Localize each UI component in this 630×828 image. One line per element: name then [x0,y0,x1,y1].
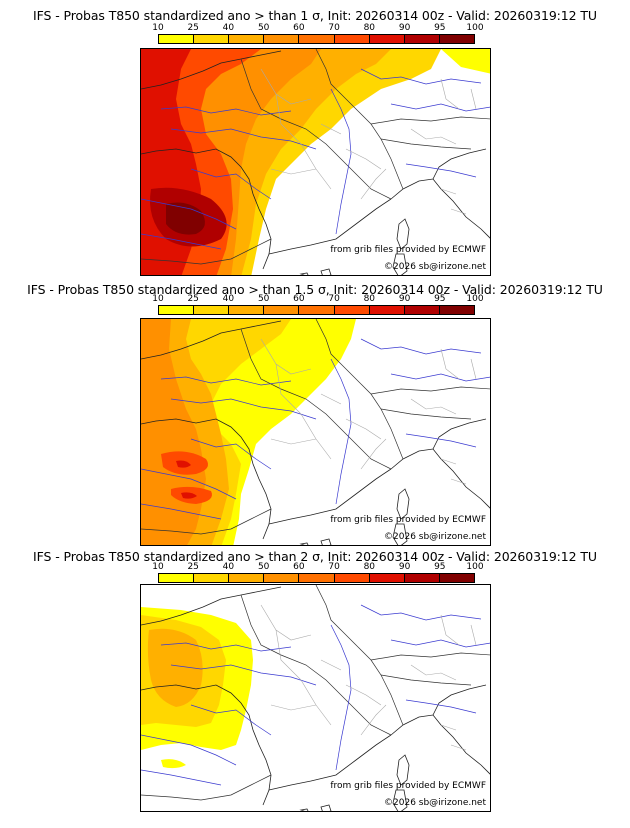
copyright: ©2026 sb@irizone.net [384,798,486,808]
colorbar-swatch [229,306,265,314]
colorbar-swatch [299,35,335,43]
colorbar-tick-labels: 10 25 40 50 60 70 80 90 95 100 [152,23,483,34]
colorbar-swatch [439,574,474,582]
colorbar-swatch [264,35,300,43]
colorbar-swatch [369,574,405,582]
copyright: ©2026 sb@irizone.net [384,262,486,272]
panel-title: IFS - Probas T850 standardized ano > tha… [33,549,597,564]
colorbar-tick: 90 [398,294,411,304]
colorbar-tick-labels: 10 25 40 50 60 70 80 90 95 100 [152,562,483,573]
map-panel-1sigma: IFS - Probas T850 standardized ano > tha… [0,0,630,276]
colorbar-tick: 80 [363,294,376,304]
colorbar-swatches [158,573,475,583]
colorbar-tick: 60 [293,23,305,33]
colorbar-swatch [404,35,440,43]
colorbar-tick: 70 [328,562,340,572]
colorbar-swatches [158,34,475,44]
colorbar-swatch [159,306,195,314]
probability-map: from grib files provided by ECMWF ©2026 … [140,318,491,546]
colorbar: 10 25 40 50 60 70 80 90 95 100 [152,294,484,318]
map-panel-1-5sigma: IFS - Probas T850 standardized ano > tha… [0,276,630,552]
colorbar-tick: 70 [328,294,340,304]
colorbar-swatch [264,574,300,582]
colorbar-tick: 25 [187,294,199,304]
colorbar-swatches [158,305,475,315]
colorbar-swatch [159,35,195,43]
colorbar-tick: 25 [187,562,199,572]
colorbar-swatch [334,574,370,582]
colorbar-swatch [299,574,335,582]
colorbar-tick: 95 [434,562,446,572]
colorbar-tick: 50 [257,562,270,572]
colorbar-tick: 10 [152,294,164,304]
panel-title: IFS - Probas T850 standardized ano > tha… [33,8,597,23]
colorbar-tick: 60 [293,294,305,304]
colorbar-tick: 40 [222,294,235,304]
colorbar-tick: 10 [152,23,164,33]
colorbar-swatch [404,574,440,582]
colorbar-swatch [159,574,195,582]
colorbar-tick: 100 [466,294,484,304]
panel-title: IFS - Probas T850 standardized ano > tha… [27,282,603,297]
colorbar: 10 25 40 50 60 70 80 90 95 100 [152,562,484,586]
colorbar: 10 25 40 50 60 70 80 90 95 100 [152,23,484,47]
colorbar-tick: 50 [257,294,270,304]
colorbar-tick: 95 [434,23,446,33]
colorbar-swatch [194,35,230,43]
colorbar-swatch [439,306,474,314]
copyright: ©2026 sb@irizone.net [384,532,486,542]
colorbar-tick: 10 [152,562,164,572]
probability-map: from grib files provided by ECMWF ©2026 … [140,48,491,276]
colorbar-tick-labels: 10 25 40 50 60 70 80 90 95 100 [152,294,483,305]
data-credit: from grib files provided by ECMWF [330,781,486,791]
colorbar-swatch [194,306,230,314]
colorbar-swatch [299,306,335,314]
colorbar-swatch [334,306,370,314]
data-credit: from grib files provided by ECMWF [330,515,486,525]
colorbar-tick: 70 [328,23,340,33]
colorbar-tick: 80 [363,23,376,33]
colorbar-tick: 90 [398,562,411,572]
colorbar-swatch [439,35,474,43]
colorbar-swatch [404,306,440,314]
colorbar-swatch [334,35,370,43]
colorbar-tick: 95 [434,294,446,304]
colorbar-tick: 40 [222,562,235,572]
colorbar-tick: 80 [363,562,376,572]
colorbar-swatch [194,574,230,582]
colorbar-tick: 100 [466,562,484,572]
map-panel-2sigma: IFS - Probas T850 standardized ano > tha… [0,549,630,828]
colorbar-swatch [229,35,265,43]
colorbar-swatch [229,574,265,582]
colorbar-tick: 40 [222,23,235,33]
colorbar-swatch [369,35,405,43]
colorbar-swatch [264,306,300,314]
colorbar-tick: 60 [293,562,305,572]
colorbar-tick: 90 [398,23,411,33]
colorbar-tick: 100 [466,23,484,33]
data-credit: from grib files provided by ECMWF [330,245,486,255]
colorbar-swatch [369,306,405,314]
colorbar-tick: 50 [257,23,270,33]
colorbar-tick: 25 [187,23,199,33]
probability-map: from grib files provided by ECMWF ©2026 … [140,584,491,812]
